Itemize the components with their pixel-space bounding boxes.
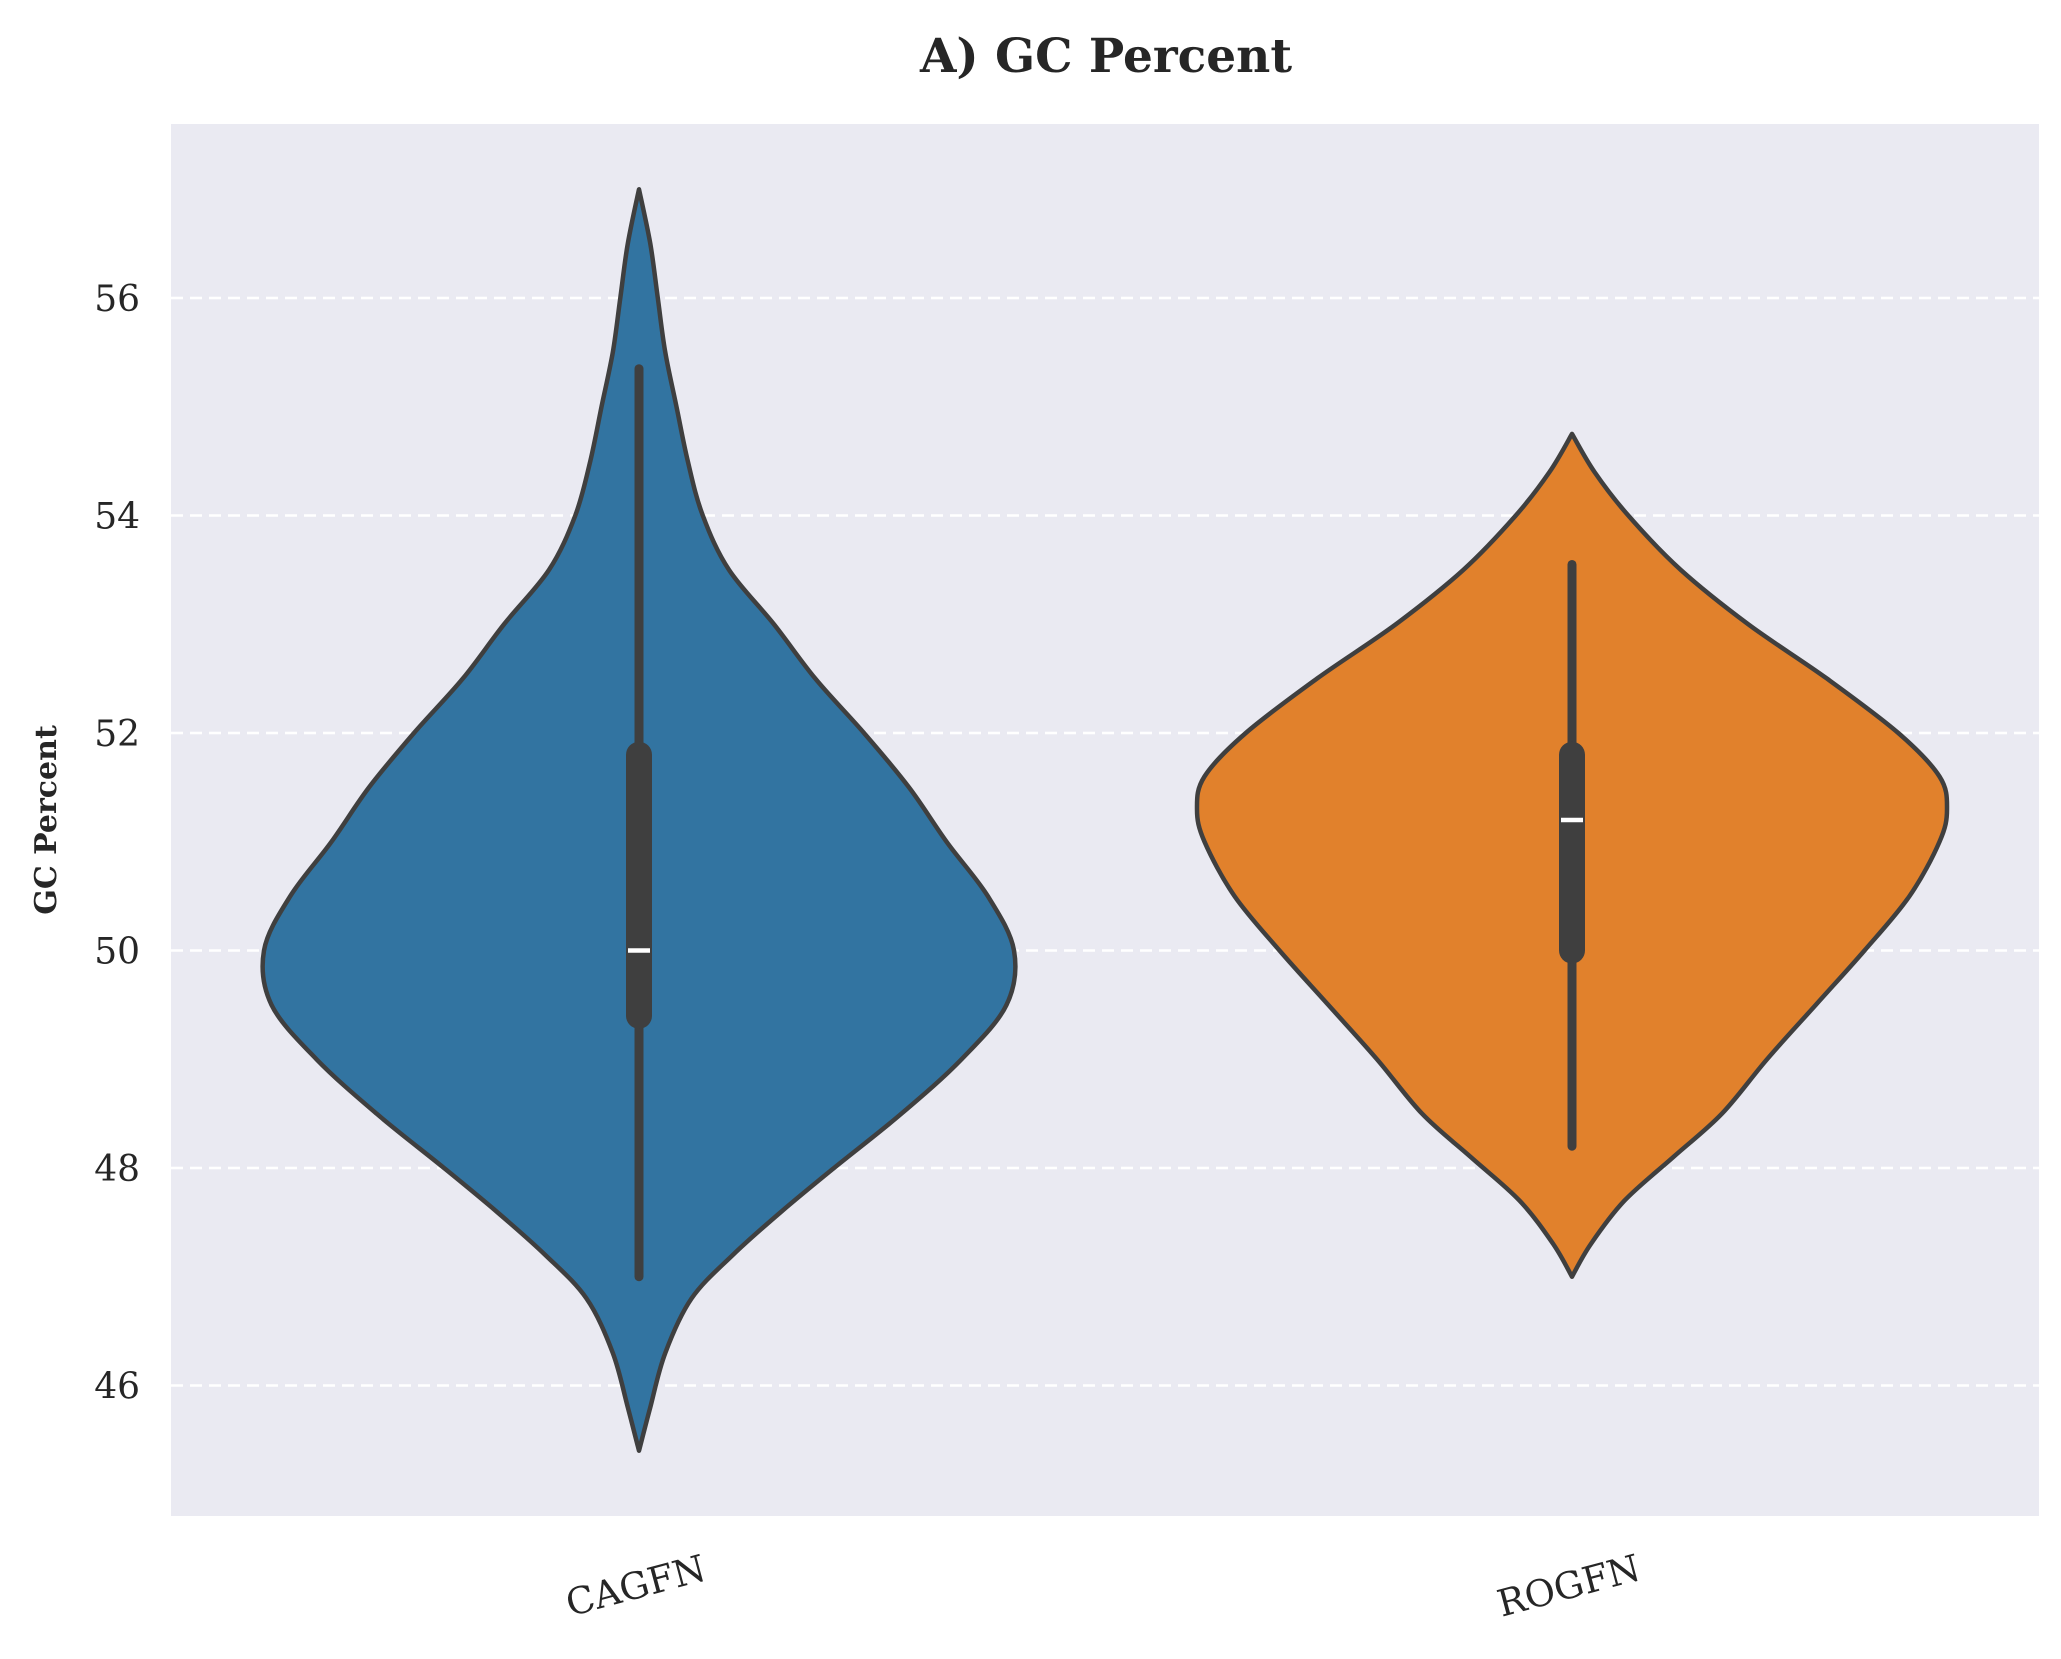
y-tick-label: 46 [94,1367,140,1408]
chart-title: A) GC Percent [919,29,1292,84]
y-tick-label: 48 [94,1149,140,1190]
y-tick-labels: 46 48 50 52 54 56 [94,279,140,1408]
y-tick-label: 52 [94,714,140,755]
y-tick-label: 56 [94,279,140,320]
y-axis-label: GC Percent [29,725,64,915]
violins [260,187,1950,1453]
violin-cagfn [260,187,1018,1453]
violin-rogfn [1194,431,1950,1279]
y-tick-label: 54 [94,497,140,538]
y-tick-label: 50 [94,932,140,973]
